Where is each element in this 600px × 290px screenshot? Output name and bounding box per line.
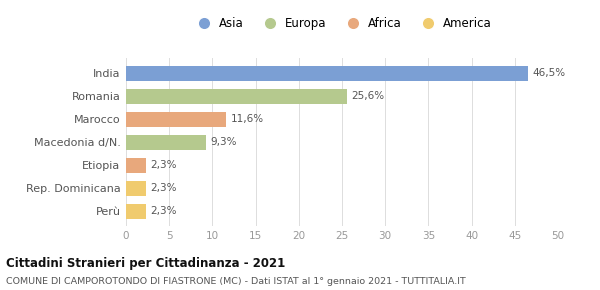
Bar: [126, 204, 146, 219]
Text: COMUNE DI CAMPOROTONDO DI FIASTRONE (MC) - Dati ISTAT al 1° gennaio 2021 - TUTTI: COMUNE DI CAMPOROTONDO DI FIASTRONE (MC)…: [6, 277, 466, 286]
Text: 2,3%: 2,3%: [150, 206, 176, 216]
Text: 11,6%: 11,6%: [230, 114, 263, 124]
Bar: [126, 112, 226, 126]
Bar: [126, 89, 347, 104]
Text: 9,3%: 9,3%: [211, 137, 237, 147]
Bar: [126, 135, 206, 150]
Bar: [126, 181, 146, 195]
Text: 2,3%: 2,3%: [150, 160, 176, 170]
Text: Cittadini Stranieri per Cittadinanza - 2021: Cittadini Stranieri per Cittadinanza - 2…: [6, 257, 285, 270]
Bar: [126, 158, 146, 173]
Text: 2,3%: 2,3%: [150, 183, 176, 193]
Text: 46,5%: 46,5%: [532, 68, 565, 78]
Bar: [126, 66, 528, 81]
Text: 25,6%: 25,6%: [352, 91, 385, 101]
Legend: Asia, Europa, Africa, America: Asia, Europa, Africa, America: [192, 17, 492, 30]
